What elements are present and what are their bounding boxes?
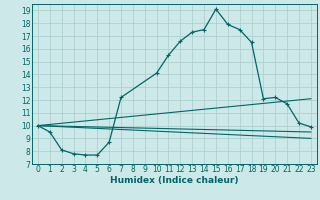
X-axis label: Humidex (Indice chaleur): Humidex (Indice chaleur) (110, 176, 239, 185)
